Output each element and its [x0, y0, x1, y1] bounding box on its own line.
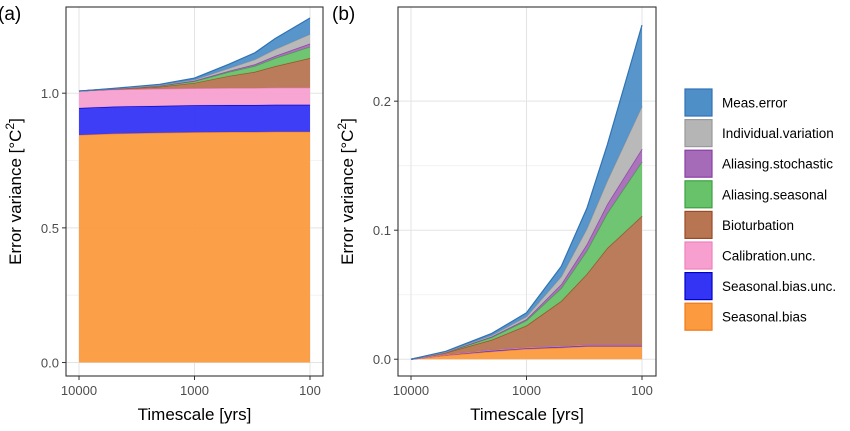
area-bioturbation: [79, 58, 310, 92]
legend-label-seasonal-bias-unc: Seasonal.bias.unc.: [722, 279, 836, 294]
legend-key-seasonal-bias-unc: [684, 272, 713, 301]
legend-key-individual-variation: [684, 118, 713, 148]
y-tick-label: 0.0: [41, 356, 59, 371]
x-axis-title: Timescale [yrs]: [470, 405, 584, 424]
plot-panel-b: 0.0 0.1 0.2 10000 1000 100 Timescale [yrs] Erro…: [335, 6, 657, 424]
legend-label-aliasing-stochastic: Aliasing.stochastic: [722, 157, 833, 172]
x-tick-label: 1000: [180, 383, 209, 398]
y-tick-label: 0.1: [373, 223, 391, 238]
area-outline-meas-error: [410, 24, 643, 360]
panel-label-a: (a): [0, 4, 21, 25]
area-aliasing-seasonal: [411, 161, 642, 360]
area-calibration-unc: [79, 87, 310, 108]
x-tick-label: 1000: [512, 383, 541, 398]
x-tick-label: 100: [299, 383, 321, 398]
area-seasonal-bias: [79, 131, 310, 363]
legend-key-bioturbation: [684, 210, 713, 239]
legend-label-bioturbation: Bioturbation: [722, 218, 794, 233]
legend: Meas.error Individual.variation Aliasing.s…: [684, 88, 836, 331]
y-tick-label: 0.5: [41, 221, 59, 236]
area-bioturbation: [411, 216, 642, 360]
legend-label-individual-variation: Individual.variation: [722, 126, 834, 141]
x-tick-label: 100: [631, 383, 653, 398]
legend-key-aliasing-seasonal: [684, 180, 713, 209]
plot-panel-a: 0.0 0.5 1.0 10000 1000 100 Timescale [yrs] Erro…: [3, 6, 324, 424]
legend-key-aliasing-stochastic: [684, 149, 713, 178]
area-meas-error: [411, 25, 642, 360]
legend-key-calibration-unc: [684, 241, 713, 270]
area-meas-error: [79, 18, 310, 92]
x-axis-title: Timescale [yrs]: [138, 405, 252, 424]
y-tick-label: 0.0: [373, 352, 391, 367]
x-tick-label: 10000: [393, 383, 429, 398]
y-axis-title: Error variance [°C2]: [335, 118, 357, 265]
panel-label-b: (b): [332, 4, 355, 25]
area-seasonal-bias: [411, 346, 642, 360]
legend-label-aliasing-seasonal: Aliasing.seasonal: [722, 187, 827, 202]
x-tick-label: 10000: [61, 383, 97, 398]
legend-key-meas-error: [684, 88, 713, 117]
y-tick-label: 0.2: [373, 94, 391, 109]
legend-key-seasonal-bias: [684, 302, 713, 331]
area-seasonal-bias-unc: [79, 104, 310, 135]
y-tick-label: 1.0: [41, 86, 59, 101]
legend-label-seasonal-bias: Seasonal.bias: [722, 310, 807, 325]
y-axis-title: Error variance [°C2]: [3, 118, 25, 265]
legend-label-calibration-unc: Calibration.unc.: [722, 249, 816, 264]
area-outline-meas-error: [78, 17, 311, 92]
legend-label-meas-error: Meas.error: [722, 96, 788, 111]
area-aliasing-seasonal: [79, 46, 310, 92]
